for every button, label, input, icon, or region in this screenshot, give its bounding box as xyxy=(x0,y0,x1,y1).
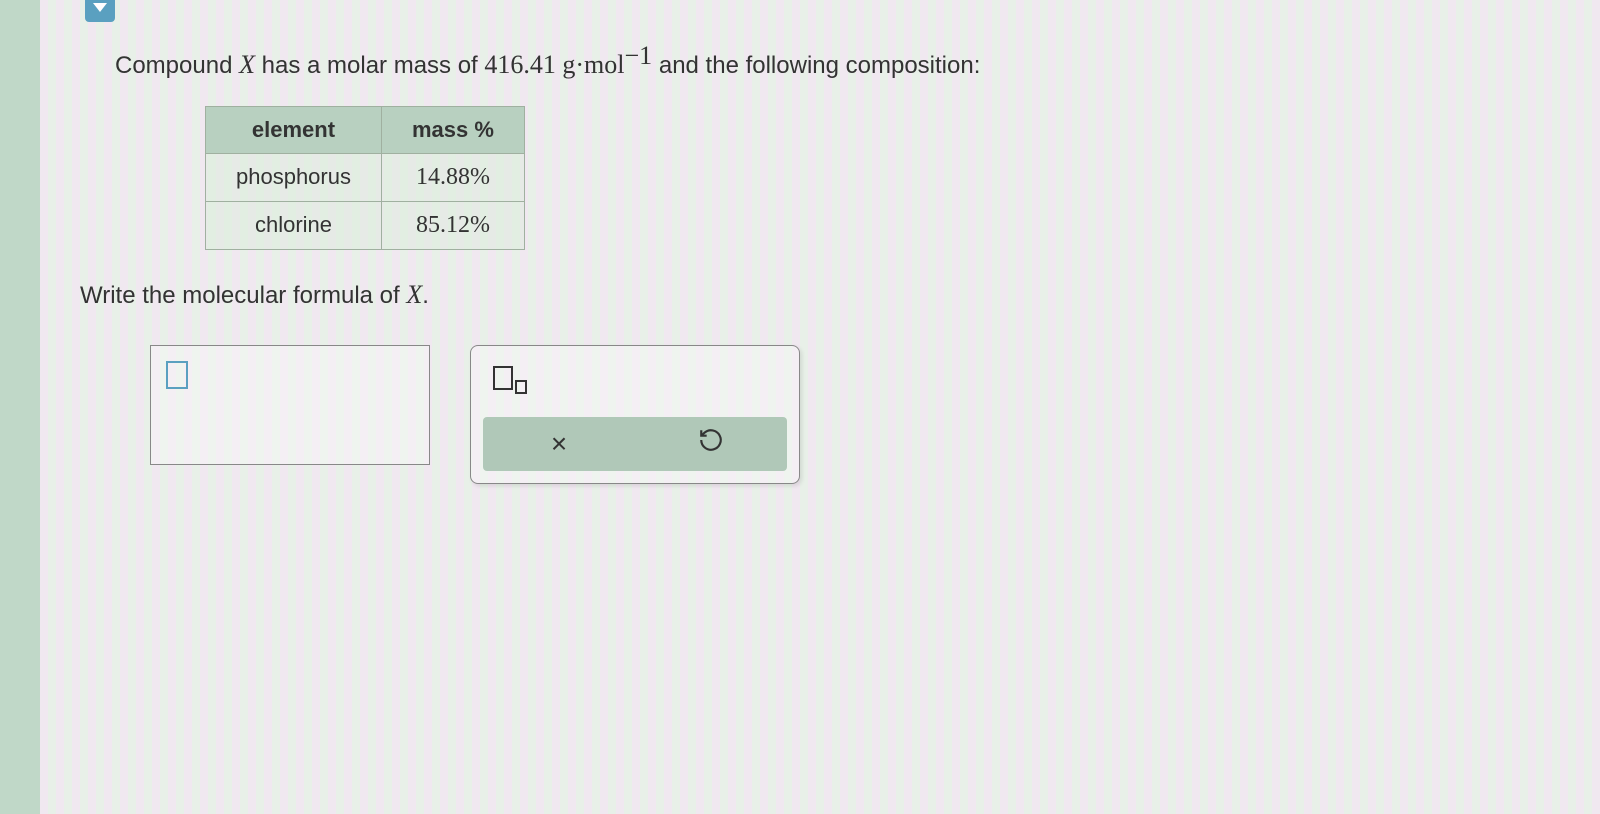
collapse-toggle[interactable] xyxy=(85,0,115,22)
composition-table: element mass % phosphorus 14.88% chlorin… xyxy=(205,106,525,250)
table-row: chlorine 85.12% xyxy=(206,201,525,249)
prompt-prefix: Write the molecular formula of xyxy=(80,282,406,309)
reset-button[interactable] xyxy=(635,417,787,471)
question-mid1: has a molar mass of xyxy=(255,52,484,79)
prompt-suffix: . xyxy=(422,282,429,309)
cell-element: chlorine xyxy=(206,201,382,249)
answer-prompt: Write the molecular formula of X. xyxy=(80,280,1540,310)
left-margin-bar xyxy=(0,0,40,814)
question-prefix: Compound xyxy=(115,52,239,79)
undo-icon xyxy=(698,427,724,460)
action-button-row: × xyxy=(483,417,787,471)
answer-cursor-placeholder xyxy=(166,361,188,389)
question-suffix: and the following composition: xyxy=(652,52,980,79)
unit-base: g·mol xyxy=(556,50,625,79)
answer-area: × xyxy=(150,345,1540,484)
molar-mass-value: 416.41 xyxy=(484,50,556,79)
unit-exponent: −1 xyxy=(625,41,653,70)
subscript-base-icon xyxy=(493,366,513,390)
prompt-variable: X xyxy=(406,280,422,309)
question-statement: Compound X has a molar mass of 416.41 g·… xyxy=(115,35,1540,86)
cell-mass: 14.88% xyxy=(381,153,524,201)
table-row: phosphorus 14.88% xyxy=(206,153,525,201)
formula-tool-panel: × xyxy=(470,345,800,484)
answer-input-box[interactable] xyxy=(150,345,430,465)
clear-button[interactable]: × xyxy=(483,417,635,471)
subscript-tool-button[interactable] xyxy=(483,358,537,402)
question-content: Compound X has a molar mass of 416.41 g·… xyxy=(115,35,1540,484)
table-header-row: element mass % xyxy=(206,106,525,153)
subscript-sub-icon xyxy=(515,380,527,394)
header-mass: mass % xyxy=(381,106,524,153)
header-element: element xyxy=(206,106,382,153)
cell-element: phosphorus xyxy=(206,153,382,201)
close-icon: × xyxy=(551,428,567,460)
question-variable: X xyxy=(239,50,255,79)
cell-mass: 85.12% xyxy=(381,201,524,249)
